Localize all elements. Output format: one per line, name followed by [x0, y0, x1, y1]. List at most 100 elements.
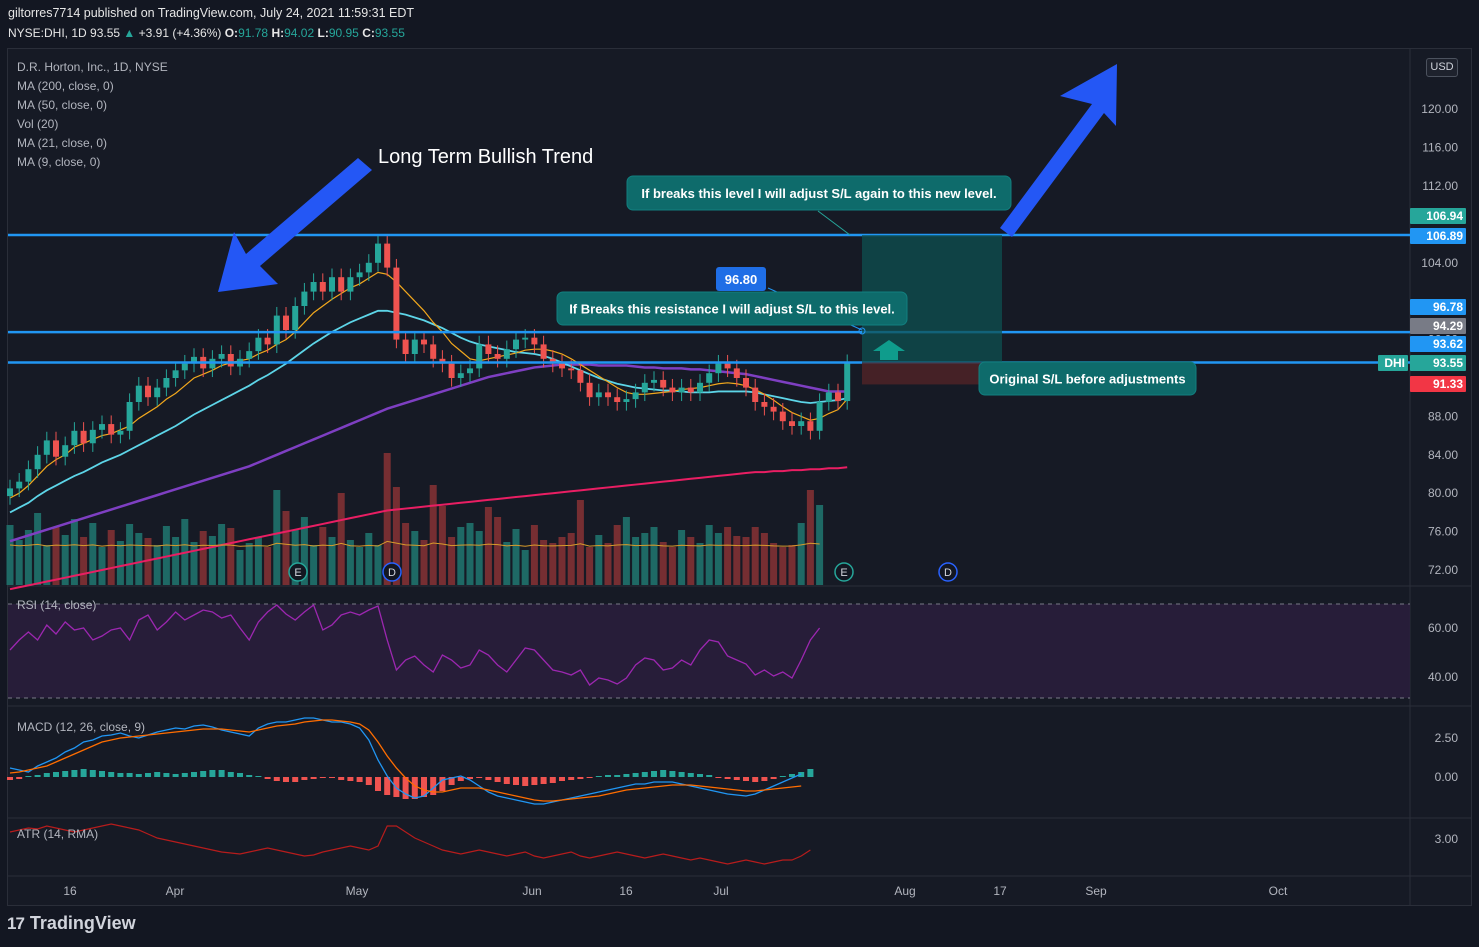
time-tick-label: 16 — [63, 884, 77, 898]
macd-hist-bar — [283, 777, 289, 782]
macd-hist-bar — [743, 777, 749, 781]
candle — [135, 385, 142, 402]
price-tag-box — [1410, 208, 1466, 224]
candle — [789, 421, 795, 426]
volume-bar — [107, 530, 115, 585]
macd-hist-bar — [641, 772, 648, 777]
atr-line — [9, 823, 811, 865]
volume-bar — [402, 523, 410, 585]
volume-bar — [558, 537, 566, 585]
candle — [669, 387, 676, 393]
candle — [99, 424, 105, 430]
candle — [798, 421, 805, 426]
stop-zone — [862, 362, 1002, 385]
price-tick-label: 84.00 — [1428, 448, 1458, 462]
volume-bar — [273, 490, 281, 585]
price-tag-box — [1378, 355, 1408, 371]
volume-bar — [70, 519, 78, 585]
change: +3.91 (+4.36%) — [138, 26, 222, 40]
volume-bar — [788, 545, 796, 585]
volume-bar — [484, 507, 492, 585]
macd-hist-bar — [237, 773, 243, 777]
volume-bar — [659, 542, 667, 585]
macd-hist-bar — [503, 777, 510, 784]
macd-hist-bar — [513, 777, 519, 785]
candle — [697, 382, 703, 393]
volume-bar — [24, 530, 32, 585]
macd-line — [9, 717, 802, 805]
volume-bar — [687, 537, 695, 585]
candle — [227, 354, 234, 367]
volume-bar — [310, 545, 318, 585]
price-tag-box — [1410, 228, 1466, 244]
macd-hist-bar — [255, 776, 262, 777]
price-tick-label: 80.00 — [1428, 486, 1458, 500]
volume-bar — [264, 547, 272, 585]
macd-hist-bar — [531, 777, 538, 785]
candle — [375, 243, 381, 263]
macd-hist-bar — [678, 772, 685, 777]
candle — [62, 445, 69, 457]
price-tag: 93.55 — [1433, 356, 1463, 370]
candle — [476, 344, 483, 369]
candle — [503, 349, 510, 359]
currency-button[interactable]: USD — [1426, 58, 1458, 77]
macd-hist-bar — [34, 775, 41, 777]
macd-hist-bar — [761, 777, 768, 781]
volume-bar — [696, 543, 704, 585]
last-price: 93.55 — [90, 26, 121, 40]
macd-hist-bar — [623, 774, 630, 777]
candle — [770, 406, 777, 412]
macd-hist-bar — [191, 772, 197, 777]
candle — [540, 344, 547, 359]
macd-hist-bar — [586, 777, 593, 778]
time-tick-label: Aug — [894, 884, 915, 898]
candle — [393, 267, 400, 340]
volume-bar — [797, 523, 805, 585]
macd-hist-bar — [80, 769, 87, 777]
macd-hist-bar — [770, 777, 777, 779]
time-tick-label: 16 — [619, 884, 633, 898]
volume-bar — [254, 537, 262, 585]
macd-signal-line — [9, 719, 802, 802]
price-tag: 93.62 — [1433, 337, 1463, 351]
macd-hist-bar — [209, 770, 216, 777]
macd-hist-bar — [549, 777, 556, 783]
volume-bar — [742, 537, 750, 585]
time-tick-label: 17 — [993, 884, 1007, 898]
candle — [816, 402, 823, 431]
candle — [586, 382, 593, 398]
macd-hist-bar — [16, 777, 23, 779]
candle — [457, 373, 464, 378]
candle — [264, 337, 271, 345]
volume-bar — [760, 533, 768, 585]
price-label-box — [716, 267, 766, 291]
macd-hist-bar — [71, 770, 78, 777]
volume-bar — [34, 513, 42, 585]
rsi-line — [9, 603, 821, 686]
volume-bar — [365, 533, 373, 585]
volume-bar — [429, 485, 437, 585]
macd-hist-bar — [117, 773, 124, 777]
up-arrow-icon — [1000, 64, 1117, 237]
macd-tick-label: 0.00 — [1435, 770, 1459, 784]
chart-canvas[interactable]: 72.0076.0080.0084.0088.0096.00104.00112.… — [0, 0, 1479, 910]
price-tag-box — [1410, 376, 1466, 392]
volume-bar — [678, 530, 686, 585]
volume-bar — [15, 540, 23, 585]
candle — [301, 291, 308, 306]
price-tag-box — [1410, 355, 1466, 371]
candle — [329, 277, 335, 292]
candle — [715, 363, 722, 374]
macd-hist-bar — [329, 777, 335, 778]
ma50-line — [9, 363, 848, 543]
candle — [292, 306, 299, 330]
volume-bar — [512, 529, 520, 585]
low-value: 90.95 — [328, 26, 359, 40]
macd-hist-bar — [476, 777, 483, 778]
volume-bar — [337, 493, 345, 585]
price-label-9680: 96.80 — [725, 272, 758, 287]
candle — [365, 262, 372, 273]
volume-bar — [162, 526, 170, 585]
macd-hist-bar — [448, 777, 455, 785]
